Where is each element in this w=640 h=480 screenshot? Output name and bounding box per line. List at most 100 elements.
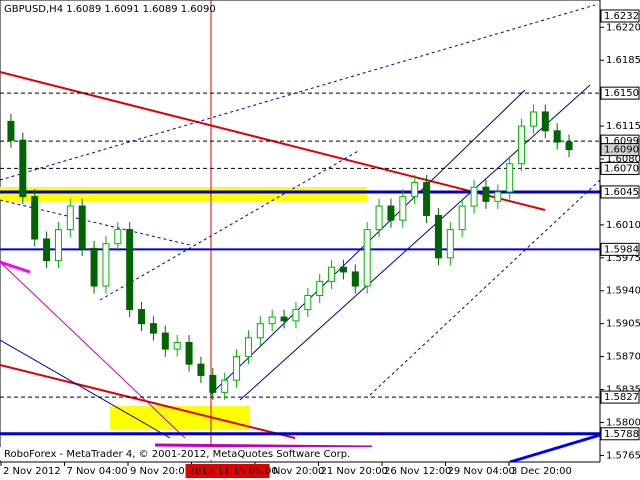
y-tick-label: 1.5975 [606,253,640,264]
level-label: 1.6070 [604,163,639,174]
candle-body [197,363,205,376]
candle-body [446,229,454,259]
x-tick-label: 3 Dec 20:00 [511,466,572,477]
candle-body [482,186,490,202]
candle-body [126,229,134,311]
y-tick-label: 1.5835 [606,385,640,396]
y-tick-label: 1.5940 [606,286,640,297]
candle-body [434,214,442,259]
x-tick-label: 9 Nov 20:00 [130,466,191,477]
candles [7,104,573,400]
candle-body [387,205,395,221]
channel-line [99,149,361,301]
candle-body [256,323,264,339]
candle-body [375,205,383,231]
level-label: 1.5984 [604,244,639,255]
candle-body [90,247,98,287]
candle-body [529,111,537,127]
candle-body [185,342,193,365]
x-tick-label: 7 Nov 04:00 [67,466,128,477]
y-tick-label: 1.5765 [606,450,640,461]
candle-body [7,120,15,141]
level-box [600,161,640,175]
candle-body [458,205,466,231]
x-tick-label: 2 Nov 2012 [3,466,61,477]
trend-line [0,260,31,274]
candle-body [304,294,312,311]
candle-body [233,356,241,381]
candle-body [470,186,478,207]
zone [0,187,367,201]
footer-bg [0,447,372,460]
footer: RoboForex - MetaTrader 4, © 2001-2012, M… [4,449,350,460]
candle-body [114,229,122,245]
trend-line [0,339,171,439]
x-tick-label: 26 Nov 12:00 [384,466,451,477]
candle-body [565,141,573,151]
y-tick-label: 1.6185 [606,55,640,66]
channel-line [369,179,601,396]
candle-body [138,309,146,325]
chart-title: GBPUSD,H4 1.6089 1.6091 1.6089 1.6090 [4,4,216,15]
candle-body [363,229,371,287]
price-axis [600,0,640,480]
candle-body [173,342,181,350]
trend-line [0,71,546,211]
candle-body [161,332,169,350]
level-box [600,185,640,199]
candle-body [78,205,86,249]
candle-body [506,163,514,193]
y-tick-label: 1.6010 [606,220,640,231]
x-tick-label: 2012.11.15 05:00 [189,466,278,477]
y-tick-label: 1.6220 [606,22,640,33]
candle-body [244,337,252,358]
y-tick-label: 1.5870 [606,352,640,363]
candle-body [541,111,549,132]
candle-body [66,205,74,231]
trend-line [509,433,601,464]
candle-body [43,238,51,262]
level-label: 1.6232 [604,11,639,22]
candle-body [351,271,359,287]
candle-body [209,374,217,393]
level-label: 1.5827 [604,392,639,403]
annotations [0,0,601,464]
candle-body [339,266,347,273]
candle-body [149,323,157,334]
time-axis [0,462,640,480]
level-label: 1.6099 [604,136,639,147]
y-tick-label: 1.5800 [606,417,640,428]
trend-line [0,364,296,439]
level-box [600,86,640,100]
level-box [600,9,640,23]
level-label: 1.5788 [604,429,639,440]
level-box [600,427,640,441]
candle-body [399,196,407,221]
x-tick-label: 29 Nov 04:00 [448,466,515,477]
y-tick-label: 1.5905 [606,319,640,330]
trend-line [0,261,186,439]
plot-area [0,0,601,463]
level-box [600,390,640,404]
candle-body [292,309,300,322]
candle-body [102,243,110,287]
x-label-highlight [185,464,270,478]
candle-body [328,266,336,282]
candle-body [280,316,288,322]
x-tick-label: 21 Nov 20:00 [321,466,388,477]
trend-line [154,443,373,449]
level-label: 1.6045 [604,187,639,198]
x-tick-label: 19 Nov 20:00 [257,466,324,477]
level-box [600,143,640,157]
candle-body [423,182,431,216]
candle-body [54,229,62,262]
candle-body [518,125,526,165]
y-tick-label: 1.6080 [606,154,640,165]
level-label: 1.6150 [604,88,639,99]
candle-body [221,379,229,393]
candle-body [316,280,324,296]
y-tick-label: 1.6115 [606,121,640,132]
candle-body [553,130,561,143]
